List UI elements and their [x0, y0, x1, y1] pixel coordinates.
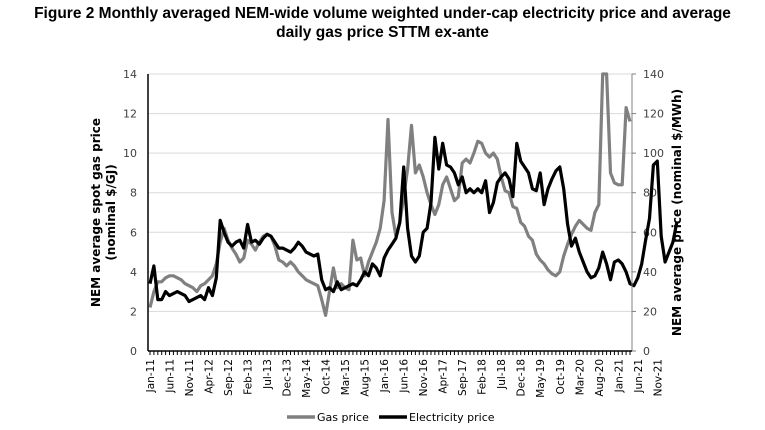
chart-title-line2: daily gas price STTM ex-ante — [276, 24, 489, 41]
x-tick-label: Oct-14 — [321, 359, 333, 395]
x-tick-label: Nov-16 — [418, 359, 430, 397]
y-tick-label-right: 20 — [643, 305, 657, 318]
y-tick-label-right: 120 — [643, 108, 664, 121]
x-tick-label: May-14 — [301, 359, 313, 398]
x-tick-label: May-19 — [535, 359, 547, 398]
x-tick-label: Jan-21 — [613, 359, 625, 393]
chart-title-line1: Figure 2 Monthly averaged NEM-wide volum… — [34, 5, 731, 22]
x-tick-label: Nov-11 — [184, 359, 196, 396]
series-lines — [148, 72, 679, 317]
legend: Gas price Electricity price — [287, 411, 495, 424]
x-tick-label: Feb-18 — [477, 359, 489, 395]
x-tick-label: Apr-17 — [438, 359, 450, 394]
series-line-electricity-price — [148, 135, 679, 304]
y-axis-label-left-line2: (nominal $/GJ) — [104, 164, 118, 260]
x-tick-label: Apr-12 — [204, 359, 216, 394]
legend-label-gas-price: Gas price — [317, 411, 369, 424]
x-tick-label: Nov-21 — [652, 359, 664, 396]
x-tick-label: Feb-13 — [243, 359, 255, 395]
x-tick-label: Mar-15 — [340, 359, 352, 395]
x-tick-label: Jun-16 — [399, 359, 411, 394]
y-tick-label-left: 6 — [130, 226, 137, 239]
chart-title: Figure 2 Monthly averaged NEM-wide volum… — [0, 4, 765, 42]
y-tick-label-right: 140 — [643, 68, 664, 81]
y-tick-label-right: 0 — [643, 345, 650, 358]
legend-label-electricity-price: Electricity price — [409, 411, 495, 424]
x-tick-label: Oct-19 — [555, 359, 567, 394]
y-tick-label-left: 8 — [130, 187, 137, 200]
x-tick-label: Dec-18 — [516, 359, 528, 396]
x-tick-label: Jul-13 — [262, 359, 274, 390]
x-tick-label: Jun-11 — [165, 359, 177, 394]
x-tick-label: Dec-13 — [282, 359, 294, 396]
y-tick-label-right: 40 — [643, 266, 657, 279]
x-tick-label: Jul-18 — [496, 359, 508, 390]
y-tick-label-right: 100 — [643, 147, 664, 160]
x-tick-label: Jun-21 — [633, 359, 645, 394]
y-tick-label-left: 14 — [123, 68, 137, 81]
y-axis-label-left-line1: NEM average spot gas price — [89, 118, 103, 307]
x-tick-label: Aug-20 — [594, 359, 606, 397]
y-axis-label-right: NEM average price (nominal $/MWh) — [670, 89, 684, 336]
x-tick-label: Sep-12 — [223, 359, 235, 396]
y-tick-label-left: 2 — [130, 305, 137, 318]
y-axis-label-left: NEM average spot gas price(nominal $/GJ) — [89, 118, 118, 307]
y-tick-label-left: 0 — [130, 345, 137, 358]
y-tick-label-left: 12 — [123, 108, 137, 121]
x-tick-label: Jan-11 — [145, 359, 157, 393]
x-tick-label: Mar-20 — [574, 359, 586, 395]
left-axis-ticks: 0 2 4 6 8 10 12 14 — [123, 68, 137, 358]
y-tick-label-left: 4 — [130, 266, 137, 279]
y-tick-label-left: 10 — [123, 147, 137, 160]
x-axis-ticks: Jan-11 Jun-11 Nov-11 Apr-12 Sep-12 Feb-13 Jul-… — [145, 351, 664, 398]
series-line-gas-price — [148, 72, 632, 317]
x-tick-label: Sep-17 — [457, 359, 469, 396]
x-tick-label: Aug-15 — [360, 359, 372, 397]
x-tick-label: Jan-16 — [379, 359, 391, 394]
